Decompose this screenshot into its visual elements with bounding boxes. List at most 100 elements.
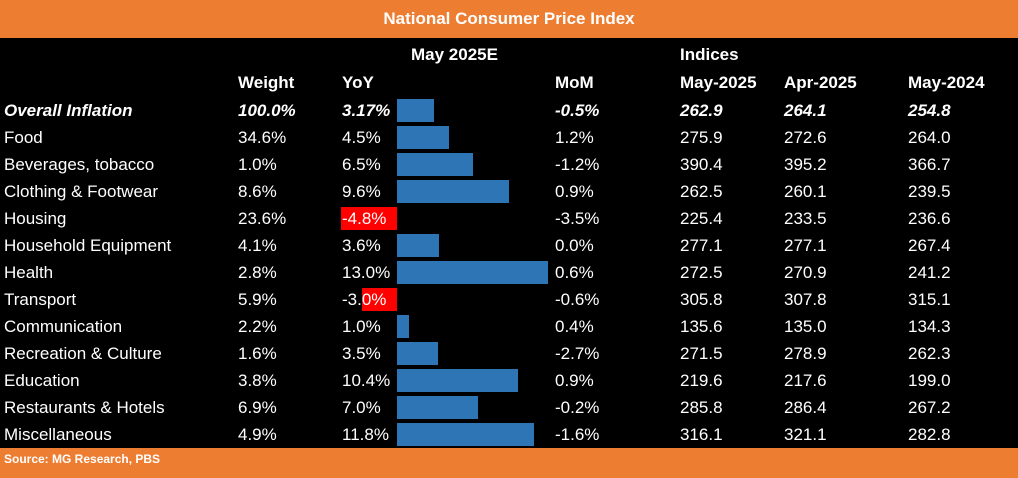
yoy-value: 10.4% xyxy=(342,371,391,390)
may-2025-cell: 277.1 xyxy=(680,236,723,255)
may-2025-cell: 271.5 xyxy=(680,344,723,363)
row-label: Housing xyxy=(4,209,67,228)
source-note: Source: MG Research, PBS xyxy=(4,452,161,466)
apr-2025-cell: 321.1 xyxy=(784,425,827,444)
yoy-bar xyxy=(397,99,434,122)
footer-bar: Source: MG Research, PBS xyxy=(0,448,1018,478)
apr-2025-cell: 286.4 xyxy=(784,398,827,417)
may-2024-cell: 267.4 xyxy=(908,236,951,255)
may-2024-cell: 282.8 xyxy=(908,425,951,444)
may-2025-cell: 275.9 xyxy=(680,128,723,147)
mom-cell: 1.2% xyxy=(555,128,594,147)
row-label: Transport xyxy=(4,290,77,309)
apr-2025-cell: 277.1 xyxy=(784,236,827,255)
yoy-value: 7.0% xyxy=(342,398,381,417)
may-2025-cell: 305.8 xyxy=(680,290,723,309)
weight-cell: 23.6% xyxy=(238,209,287,228)
mom-cell: 0.4% xyxy=(555,317,594,336)
row-label: Food xyxy=(4,128,43,147)
apr-2025-cell: 264.1 xyxy=(784,101,827,120)
yoy-bar xyxy=(341,207,398,230)
mom-cell: -1.2% xyxy=(555,155,600,174)
yoy-value: 3.5% xyxy=(342,344,381,363)
header-may-2025: May-2025 xyxy=(680,73,757,92)
row-label: Health xyxy=(4,263,54,282)
yoy-value: 13.0% xyxy=(342,263,391,282)
mom-cell: 0.0% xyxy=(555,236,594,255)
yoy-value: 6.5% xyxy=(342,155,381,174)
weight-cell: 6.9% xyxy=(238,398,277,417)
yoy-bar xyxy=(397,423,535,446)
apr-2025-cell: 217.6 xyxy=(784,371,827,390)
may-2025-cell: 219.6 xyxy=(680,371,723,390)
weight-cell: 1.0% xyxy=(238,155,277,174)
yoy-bar xyxy=(362,288,397,311)
may-2024-cell: 315.1 xyxy=(908,290,951,309)
header-weight: Weight xyxy=(238,73,295,92)
yoy-bar xyxy=(397,396,479,419)
mom-cell: -0.5% xyxy=(555,101,600,120)
row-label: Beverages, tobacco xyxy=(4,155,155,174)
mom-cell: 0.9% xyxy=(555,182,594,201)
may-2024-cell: 366.7 xyxy=(908,155,951,174)
may-2024-cell: 236.6 xyxy=(908,209,951,228)
apr-2025-cell: 260.1 xyxy=(784,182,827,201)
may-2025-cell: 390.4 xyxy=(680,155,723,174)
yoy-value: 3.17% xyxy=(342,101,391,120)
yoy-bar xyxy=(397,126,450,149)
mom-cell: -0.2% xyxy=(555,398,600,417)
yoy-value: -4.8% xyxy=(342,209,387,228)
weight-cell: 4.9% xyxy=(238,425,277,444)
weight-cell: 5.9% xyxy=(238,290,277,309)
weight-cell: 1.6% xyxy=(238,344,277,363)
may-2025-cell: 262.9 xyxy=(680,101,723,120)
row-label: Education xyxy=(4,371,80,390)
may-2024-cell: 264.0 xyxy=(908,128,951,147)
may-2025-cell: 135.6 xyxy=(680,317,723,336)
apr-2025-cell: 270.9 xyxy=(784,263,827,282)
yoy-value: -3.0% xyxy=(342,290,387,309)
weight-cell: 8.6% xyxy=(238,182,277,201)
yoy-bar xyxy=(397,369,518,392)
apr-2025-cell: 272.6 xyxy=(784,128,827,147)
may-2025-cell: 316.1 xyxy=(680,425,723,444)
row-label: Restaurants & Hotels xyxy=(4,398,165,417)
weight-cell: 2.8% xyxy=(238,263,277,282)
may-2025-cell: 285.8 xyxy=(680,398,723,417)
yoy-bar xyxy=(397,234,439,257)
may-2024-cell: 254.8 xyxy=(908,101,951,120)
header-group-may-2025e: May 2025E xyxy=(411,45,498,64)
weight-cell: 34.6% xyxy=(238,128,287,147)
may-2024-cell: 239.5 xyxy=(908,182,951,201)
row-label: Miscellaneous xyxy=(4,425,112,444)
weight-cell: 4.1% xyxy=(238,236,277,255)
mom-cell: -1.6% xyxy=(555,425,600,444)
header-group-indices: Indices xyxy=(680,45,739,64)
yoy-value: 1.0% xyxy=(342,317,381,336)
may-2024-cell: 199.0 xyxy=(908,371,951,390)
may-2025-cell: 225.4 xyxy=(680,209,723,228)
yoy-bar xyxy=(397,315,409,338)
yoy-bar xyxy=(397,342,438,365)
mom-cell: -2.7% xyxy=(555,344,600,363)
mom-cell: 0.9% xyxy=(555,371,594,390)
header-may-2024: May-2024 xyxy=(908,73,985,92)
row-label: Household Equipment xyxy=(4,236,172,255)
row-label: Overall Inflation xyxy=(4,101,133,120)
weight-cell: 2.2% xyxy=(238,317,277,336)
apr-2025-cell: 307.8 xyxy=(784,290,827,309)
yoy-value: 3.6% xyxy=(342,236,381,255)
mom-cell: 0.6% xyxy=(555,263,594,282)
mom-cell: -3.5% xyxy=(555,209,600,228)
yoy-value: 11.8% xyxy=(342,425,389,444)
header-yoy: YoY xyxy=(342,73,374,92)
mom-cell: -0.6% xyxy=(555,290,600,309)
weight-cell: 100.0% xyxy=(238,101,296,120)
may-2024-cell: 267.2 xyxy=(908,398,951,417)
header-apr-2025: Apr-2025 xyxy=(784,73,857,92)
title-bar: National Consumer Price Index xyxy=(0,0,1018,38)
apr-2025-cell: 233.5 xyxy=(784,209,827,228)
header-mom: MoM xyxy=(555,73,594,92)
may-2024-cell: 241.2 xyxy=(908,263,951,282)
